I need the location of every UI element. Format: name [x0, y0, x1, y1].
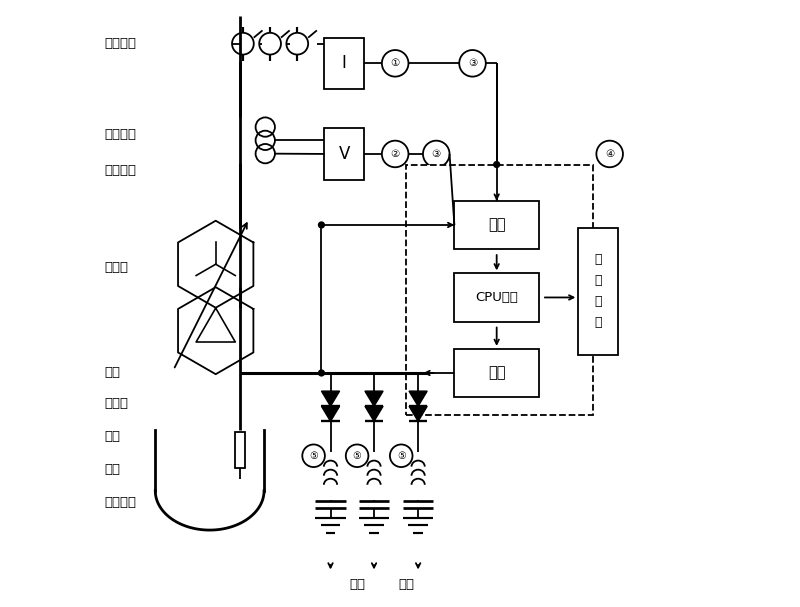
Bar: [578, 228, 618, 355]
Text: ③: ③: [432, 149, 441, 159]
Bar: [454, 201, 539, 249]
Bar: [454, 273, 539, 322]
Text: ③: ③: [468, 58, 477, 69]
Bar: [325, 128, 364, 180]
Text: 电压变送: 电压变送: [104, 164, 136, 177]
Text: 固定: 固定: [398, 577, 414, 591]
Text: 固定: 固定: [350, 577, 366, 591]
Circle shape: [318, 222, 325, 229]
Polygon shape: [365, 406, 383, 421]
Text: 人
机
界
面: 人 机 界 面: [594, 253, 602, 330]
Bar: [406, 164, 594, 415]
Bar: [325, 38, 364, 89]
Text: ⑤: ⑤: [310, 451, 318, 461]
Text: 可控硅: 可控硅: [104, 397, 128, 410]
Text: ④: ④: [605, 149, 614, 159]
Text: 高压进线: 高压进线: [104, 37, 136, 50]
Polygon shape: [409, 391, 427, 406]
Text: 短网: 短网: [104, 367, 120, 379]
Text: ⑤: ⑤: [353, 451, 362, 461]
Bar: [454, 349, 539, 397]
Text: 变压器: 变压器: [104, 261, 128, 274]
Polygon shape: [322, 406, 339, 421]
Circle shape: [318, 370, 325, 376]
Circle shape: [493, 161, 500, 168]
Text: 电极: 电极: [104, 430, 120, 443]
Bar: [235, 432, 245, 468]
Text: ①: ①: [390, 58, 400, 69]
Text: ②: ②: [390, 149, 400, 159]
Text: 控制: 控制: [488, 365, 506, 381]
Text: I: I: [342, 54, 346, 72]
Polygon shape: [322, 391, 339, 406]
Text: CPU处理: CPU处理: [475, 291, 518, 304]
Text: ⑤: ⑤: [397, 451, 406, 461]
Text: V: V: [338, 145, 350, 163]
Text: 电流变送: 电流变送: [104, 128, 136, 141]
Polygon shape: [365, 391, 383, 406]
Text: 炉膛: 炉膛: [104, 463, 120, 476]
Text: 检测: 检测: [488, 217, 506, 232]
Polygon shape: [409, 406, 427, 421]
Text: 补偿支路: 补偿支路: [104, 497, 136, 509]
